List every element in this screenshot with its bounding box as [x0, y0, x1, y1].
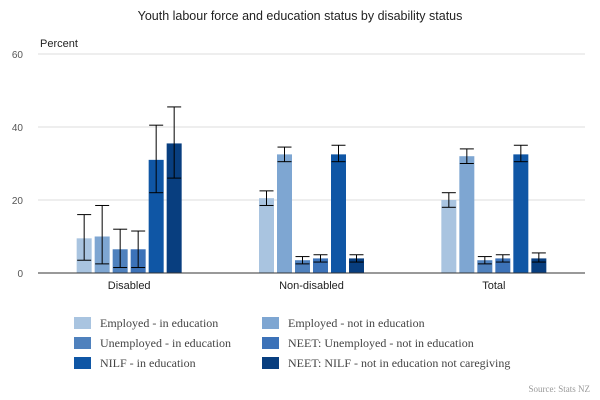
- bar: [513, 154, 529, 273]
- y-tick-label: 20: [12, 196, 24, 207]
- y-tick-label: 40: [12, 123, 24, 134]
- bar: [459, 156, 475, 273]
- y-tick-label: 0: [17, 269, 23, 280]
- legend-item: NEET: Unemployed - not in education: [262, 336, 474, 350]
- legend-item: NEET: NILF - not in education not caregi…: [262, 356, 510, 370]
- bar: [166, 143, 182, 273]
- bar: [441, 200, 457, 273]
- legend-label: NEET: NILF - not in education not caregi…: [288, 355, 511, 370]
- x-tick-label: Total: [482, 280, 505, 292]
- legend-label: Unemployed - in education: [100, 335, 231, 350]
- bar: [259, 198, 274, 273]
- legend-item: Unemployed - in education: [74, 336, 231, 350]
- legend-label: NEET: Unemployed - not in education: [288, 335, 474, 350]
- bar-chart: 0 20 40 60 Disabled Non-disabled Total: [12, 50, 585, 292]
- y-axis-unit-label: Percent: [40, 38, 78, 50]
- bar: [148, 159, 164, 273]
- legend-item: NILF - in education: [74, 356, 196, 370]
- legend-item: Employed - not in education: [262, 316, 425, 330]
- legend-label: NILF - in education: [100, 355, 196, 370]
- legend-swatch: [262, 317, 279, 329]
- x-tick-label: Non-disabled: [279, 280, 344, 292]
- bar: [277, 154, 292, 273]
- legend-swatch: [74, 317, 91, 329]
- legend-swatch: [262, 337, 279, 349]
- legend-item: Employed - in education: [74, 316, 218, 330]
- legend-swatch: [74, 337, 91, 349]
- legend-label: Employed - in education: [100, 315, 219, 330]
- x-tick-label: Disabled: [108, 280, 151, 292]
- bar: [331, 154, 346, 273]
- legend-label: Employed - not in education: [288, 315, 425, 330]
- source-note: Source: Stats NZ: [528, 384, 591, 394]
- legend-swatch: [262, 357, 279, 369]
- legend-swatch: [74, 357, 91, 369]
- chart-title: Youth labour force and education status …: [137, 9, 463, 23]
- y-tick-label: 60: [12, 50, 24, 61]
